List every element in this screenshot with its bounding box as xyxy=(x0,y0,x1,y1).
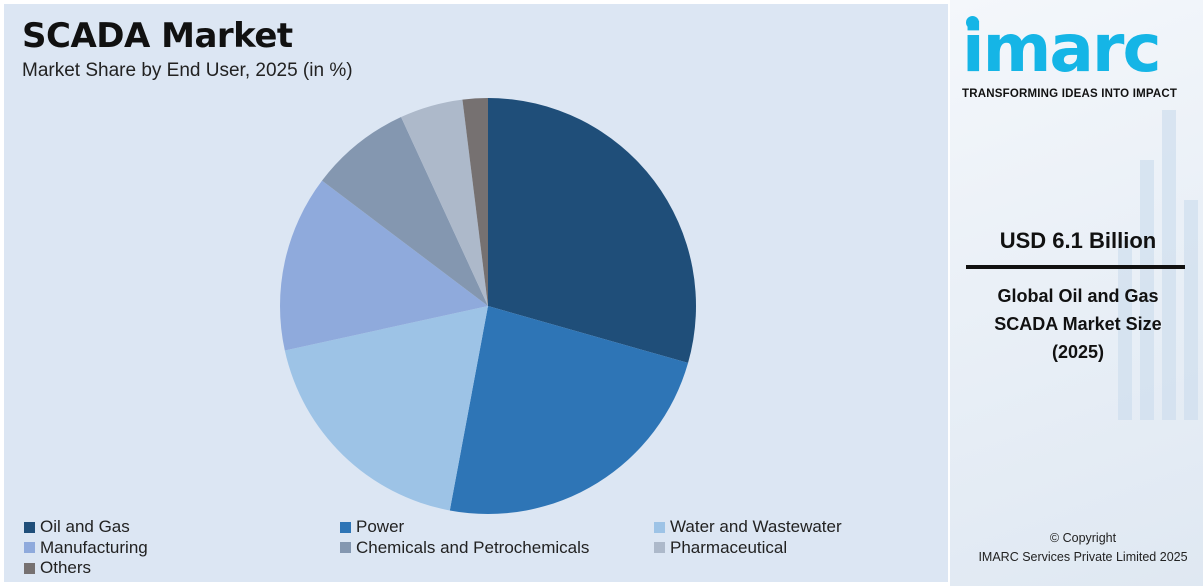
pie-slice-power xyxy=(449,306,689,514)
legend-item: Manufacturing xyxy=(24,538,340,559)
legend-item: Oil and Gas xyxy=(24,517,340,538)
copyright-line: IMARC Services Private Limited 2025 xyxy=(978,550,1188,564)
legend-item: Pharmaceutical xyxy=(654,538,944,559)
pie-slice-pharmaceutical xyxy=(401,99,488,306)
legend-swatch xyxy=(24,542,35,554)
legend-label: Pharmaceutical xyxy=(670,537,788,557)
copyright-line: © Copyright xyxy=(1049,531,1117,545)
stat-desc-line: (2025) xyxy=(1051,342,1105,362)
legend-label: Others xyxy=(40,558,92,578)
legend-item: Power xyxy=(340,517,654,538)
legend-swatch xyxy=(340,521,351,533)
pie-chart xyxy=(280,98,697,514)
pie-slice-chemicals-and-petrochemicals xyxy=(322,117,488,307)
legend-label: Oil and Gas xyxy=(40,517,130,537)
legend-item: Chemicals and Petrochemicals xyxy=(340,538,654,559)
stat-desc-line: Global Oil and Gas xyxy=(997,286,1159,306)
chart-legend: Oil and Gas Power Water and Wastewater Manu… xyxy=(24,517,944,579)
legend-label: Manufacturing xyxy=(40,537,148,557)
logo-text: imarc xyxy=(962,10,1162,87)
copyright: © Copyright IMARC Services Private Limit… xyxy=(955,529,1203,567)
market-size-value: USD 6.1 Billion xyxy=(999,228,1157,253)
legend-swatch xyxy=(654,542,665,554)
chart-subtitle: Market Share by End User, 2025 (in %) xyxy=(22,60,353,81)
legend-item: Others xyxy=(24,558,340,579)
legend-swatch xyxy=(24,562,35,574)
logo-dot-icon xyxy=(966,16,979,29)
legend-swatch xyxy=(24,521,35,533)
decor-bar xyxy=(1140,160,1154,420)
brand-panel xyxy=(950,0,1203,586)
chart-title: SCADA Market xyxy=(22,16,293,56)
pie-slice-manufacturing xyxy=(280,180,488,351)
imarc-logo: imarc TRANSFORMING IDEAS INTO IMPACT xyxy=(962,14,1198,101)
pie-slice-water-and-wastewater xyxy=(284,306,488,511)
pie-slice-oil-and-gas xyxy=(488,98,697,363)
legend-label: Chemicals and Petrochemicals xyxy=(356,537,590,557)
legend-swatch xyxy=(654,521,665,533)
legend-item: Water and Wastewater xyxy=(654,517,944,538)
divider xyxy=(966,265,1185,269)
pie-slice-others xyxy=(462,98,488,306)
market-size-description: Global Oil and Gas SCADA Market Size (20… xyxy=(955,282,1201,366)
logo-tagline: TRANSFORMING IDEAS INTO IMPACT xyxy=(962,88,1178,100)
decor-bar xyxy=(1118,240,1132,420)
stat-desc-line: SCADA Market Size xyxy=(994,314,1162,334)
decor-bar xyxy=(1184,200,1198,420)
legend-label: Water and Wastewater xyxy=(670,517,842,537)
legend-swatch xyxy=(340,542,351,554)
logo-wordmark: imarc xyxy=(962,14,1198,84)
legend-label: Power xyxy=(356,517,405,537)
